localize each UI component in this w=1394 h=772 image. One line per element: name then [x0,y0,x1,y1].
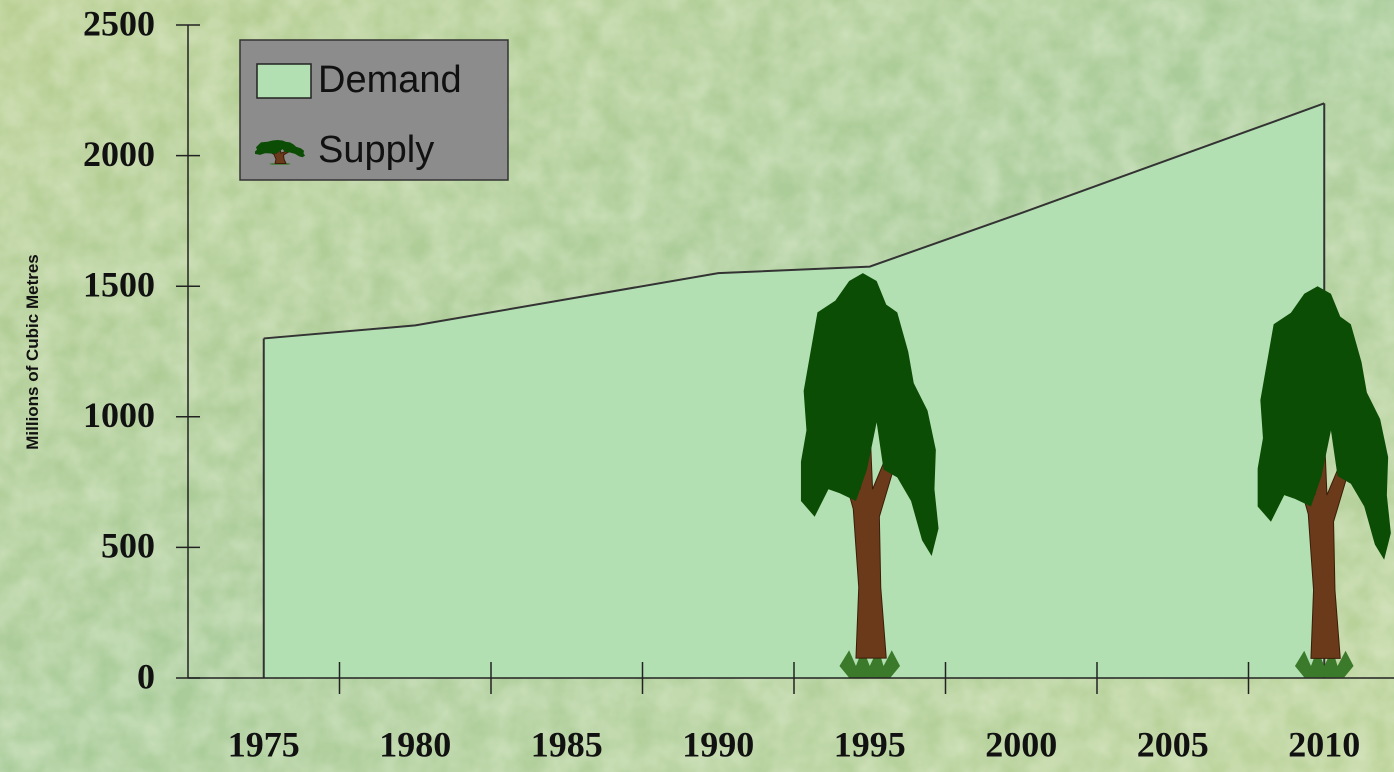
y-axis-label: Millions of Cubic Metres [23,254,42,450]
legend-icon [255,140,305,165]
legend-label: Supply [318,129,434,171]
y-tick-label: 500 [101,526,155,566]
y-tick-label: 1000 [83,395,155,435]
area-fill [263,103,1325,679]
y-tick-label: 0 [137,656,155,696]
y-tick-label: 2500 [83,3,155,43]
tree-grass [1294,648,1354,678]
legend: Demand Supply [239,39,509,181]
y-tick-label: 1500 [83,264,155,304]
x-tick-label: 1990 [682,724,754,764]
legend-label: Demand [318,59,462,101]
tree-canopy [800,273,939,556]
tree-grass [269,162,291,165]
tree-grass [839,648,901,678]
x-tick-label: 1975 [228,724,300,764]
tree-mark [1257,286,1391,678]
plot: 0 500 1000 1500 2000 2500 1975 1980 1985 1990 1995… [83,3,1394,764]
x-tick-label: 2005 [1137,724,1209,764]
x-tick-label: 1995 [834,724,906,764]
x-tick-label: 1980 [379,724,451,764]
area-line [263,102,1325,340]
y-tick-label: 2000 [83,134,155,174]
x-tick-label: 1985 [531,724,603,764]
x-tick-label: 2010 [1288,724,1360,764]
tree-canopy [1257,286,1391,560]
tree-canopy [255,140,305,158]
legend-swatch [256,63,312,99]
x-tick-label: 2000 [985,724,1057,764]
tree-mark [800,273,939,678]
